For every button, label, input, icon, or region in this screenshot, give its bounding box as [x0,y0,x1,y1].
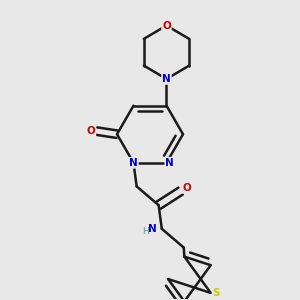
Text: O: O [162,20,171,31]
Text: S: S [213,288,220,298]
Text: N: N [165,158,174,168]
Text: H: H [142,227,149,236]
Text: O: O [87,126,95,136]
Text: O: O [182,183,191,193]
Text: N: N [129,158,138,168]
Text: N: N [162,74,171,84]
Text: N: N [148,224,157,234]
